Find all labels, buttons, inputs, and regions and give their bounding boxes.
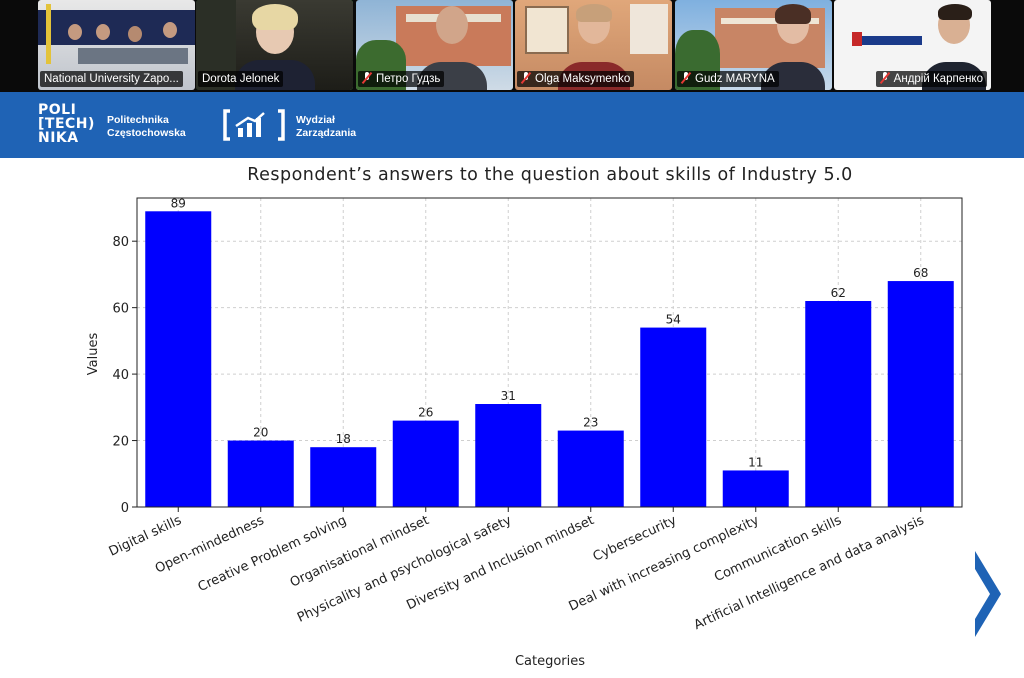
bar-value-label: 18 bbox=[336, 432, 351, 446]
x-tick-label: Digital skills bbox=[107, 513, 184, 560]
muted-mic-icon bbox=[681, 72, 691, 84]
bar bbox=[227, 440, 294, 507]
bar-value-label: 20 bbox=[253, 426, 268, 440]
muted-mic-icon bbox=[521, 72, 531, 84]
participant-name: Gudz MARYNA bbox=[677, 71, 779, 87]
bar-chart: Respondent’s answers to the question abo… bbox=[86, 165, 963, 669]
participant-tile[interactable]: Петро Гудзь bbox=[356, 0, 513, 90]
participant-video-strip: National University Zapo... Dorota Jelon… bbox=[0, 0, 1024, 92]
y-tick-label: 20 bbox=[112, 435, 129, 450]
y-tick-label: 0 bbox=[121, 501, 129, 516]
bar-value-label: 31 bbox=[501, 389, 516, 403]
bar-value-label: 62 bbox=[831, 286, 846, 300]
bar bbox=[475, 404, 542, 507]
faculty-name-line: Wydział bbox=[296, 114, 335, 126]
faculty-name-line: Zarządzania bbox=[296, 127, 357, 139]
faculty-name: Wydział Zarządzania bbox=[296, 114, 356, 140]
y-tick-label: 60 bbox=[112, 302, 129, 317]
x-axis-label: Categories bbox=[515, 654, 585, 669]
chart-title: Respondent’s answers to the question abo… bbox=[247, 165, 853, 185]
bar-value-label: 11 bbox=[748, 455, 763, 469]
university-name-line: Politechnika bbox=[107, 114, 169, 126]
participant-name: Olga Maksymenko bbox=[517, 71, 635, 87]
participant-name: Петро Гудзь bbox=[358, 71, 445, 87]
slide-header-banner: POLI [TECH) NIKA Politechnika Częstochow… bbox=[0, 92, 1024, 158]
participant-tile[interactable]: Gudz MARYNA bbox=[675, 0, 832, 90]
bar bbox=[310, 447, 377, 507]
faculty-logo-icon bbox=[223, 109, 285, 141]
bar bbox=[392, 420, 459, 507]
bar bbox=[145, 211, 212, 507]
plot-frame bbox=[136, 197, 963, 508]
university-name-line: Częstochowska bbox=[107, 127, 186, 139]
participant-tile-active-speaker[interactable]: Dorota Jelonek bbox=[196, 0, 353, 90]
participant-name: National University Zapo... bbox=[40, 71, 183, 87]
participant-tile[interactable]: Olga Maksymenko bbox=[515, 0, 672, 90]
presentation-slide: POLI [TECH) NIKA Politechnika Częstochow… bbox=[0, 92, 1024, 678]
logo-text-line: POLI bbox=[38, 102, 77, 118]
bar bbox=[722, 470, 789, 507]
bar bbox=[887, 281, 954, 507]
y-tick-label: 80 bbox=[112, 235, 129, 250]
participant-tile[interactable]: Андрій Карпенко bbox=[834, 0, 991, 90]
bar-value-label: 23 bbox=[583, 416, 598, 430]
x-tick-label: Creative Problem solving bbox=[196, 513, 349, 595]
logo-text-line: NIKA bbox=[38, 130, 79, 146]
participant-tile[interactable]: National University Zapo... bbox=[38, 0, 195, 90]
y-axis-label: Values bbox=[86, 333, 101, 376]
bar bbox=[805, 301, 872, 507]
participant-name: Андрій Карпенко bbox=[875, 71, 987, 87]
y-tick-label: 40 bbox=[112, 368, 129, 383]
university-name: Politechnika Częstochowska bbox=[107, 114, 186, 140]
bar bbox=[557, 430, 624, 507]
politechnika-logo: POLI [TECH) NIKA bbox=[38, 103, 95, 145]
x-tick-label: Organisational mindset bbox=[288, 513, 432, 591]
bar-value-label: 26 bbox=[418, 406, 433, 420]
logo-text-line: [TECH) bbox=[38, 116, 95, 132]
bar-value-label: 89 bbox=[171, 196, 186, 210]
bar-value-label: 68 bbox=[913, 266, 928, 280]
chart-bars: 89 20 18 26 31 23 54 11 62 68 bbox=[145, 196, 954, 507]
muted-mic-icon bbox=[362, 72, 372, 84]
participant-name: Dorota Jelonek bbox=[198, 71, 284, 87]
muted-mic-icon bbox=[880, 72, 890, 84]
bar-value-label: 54 bbox=[666, 313, 681, 327]
bar bbox=[640, 327, 707, 507]
next-slide-chevron-right-icon[interactable] bbox=[972, 549, 1004, 639]
